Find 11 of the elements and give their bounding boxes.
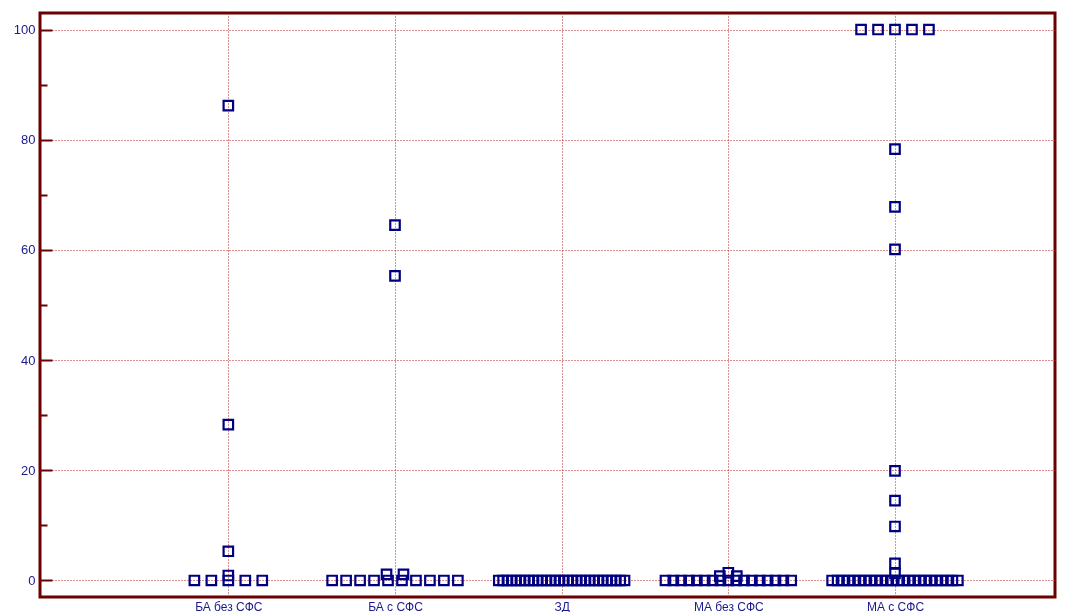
x-tick-label: БА без СФС [195,599,263,612]
y-tick-label: 80 [21,132,36,148]
y-tick-label: 40 [21,352,36,368]
y-tick-label: 60 [21,242,36,258]
y-tick-label: 20 [21,462,36,478]
x-tick-label: МА без СФС [693,599,765,612]
x-tick-label: ЗД [554,599,570,612]
x-tick-label: МА с СФС [866,599,925,612]
x-tick-label: БА с СФС [368,599,424,612]
y-tick-label: 100 [13,22,36,38]
y-tick-label: 0 [28,572,36,588]
